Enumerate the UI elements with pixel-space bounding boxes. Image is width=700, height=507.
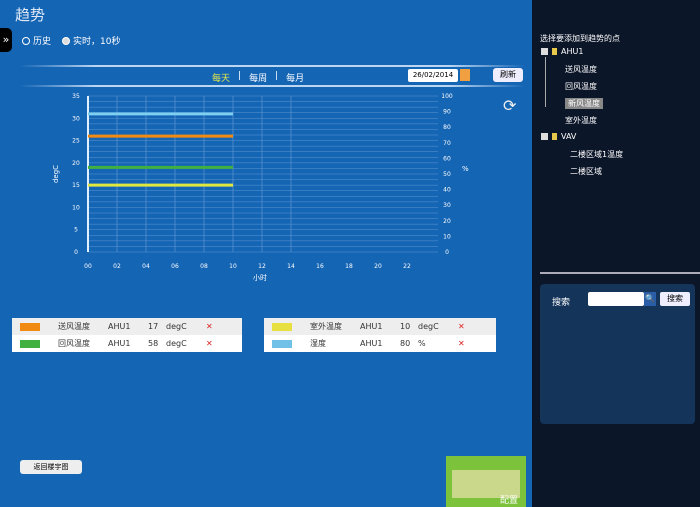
search-input[interactable]	[588, 292, 644, 306]
y-tick-label: 0	[74, 249, 78, 256]
y-tick-label: 15	[72, 182, 80, 189]
y2-axis-label: %	[462, 165, 469, 173]
tree-item[interactable]: 二楼区域1温度	[570, 150, 624, 159]
legend-right: 室外温度 AHU1 10 degC ✕ 湿度 AHU1 80% ✕	[264, 318, 496, 352]
divider	[20, 65, 525, 67]
reload-icon[interactable]: ⟳	[503, 96, 517, 115]
radio-history[interactable]: 历史	[22, 34, 51, 47]
page-title: 趋势	[15, 6, 46, 24]
back-to-building-button[interactable]: 返回楼宇图	[20, 460, 82, 474]
x-tick-label: 14	[287, 263, 295, 270]
tab-week[interactable]: 每周	[249, 74, 268, 84]
trend-chart: 00 02 04 06 08 10 12 14 16 18 20 22 0 5 10 15 20 25 30 35 0 1…	[52, 93, 469, 282]
legend-row: 送风温度 AHU1 17 degC ✕	[12, 318, 242, 335]
y-axis-label: degC	[52, 165, 60, 183]
y-tick-label: 35	[72, 93, 80, 100]
search-button[interactable]: 搜索	[660, 292, 690, 306]
tree-line	[545, 57, 546, 107]
remove-icon[interactable]: ✕	[458, 322, 465, 331]
search-panel: 搜索 🔍 搜索	[540, 284, 695, 424]
y2-tick-label: 40	[443, 187, 451, 194]
y-tick-label: 30	[72, 115, 80, 122]
y2-tick-label: 90	[443, 109, 451, 116]
legend-row: 回风温度 AHU1 58 degC ✕	[12, 335, 242, 352]
trend-main: 趋势 » 历史 实时，10秒 每天 | 每周 | 每月 26/02/2014 刷新 …	[0, 0, 532, 507]
color-swatch	[272, 339, 292, 348]
color-swatch	[20, 339, 40, 348]
color-swatch	[20, 322, 40, 331]
y2-tick-label: 50	[443, 171, 451, 178]
tree-item[interactable]: 回风温度	[565, 82, 597, 91]
y2-tick-label: 60	[443, 155, 451, 162]
tree-item[interactable]: 二楼区域	[570, 167, 602, 176]
remove-icon[interactable]: ✕	[206, 322, 213, 331]
y2-tick-label: 100	[441, 93, 453, 100]
y2-tick-label: 10	[443, 233, 451, 240]
remove-icon[interactable]: ✕	[458, 339, 465, 348]
y2-tick-label: 70	[443, 140, 451, 147]
x-tick-label: 10	[229, 263, 237, 270]
sidebar-title: 选择要添加到趋势的点	[540, 34, 620, 43]
tree-group-ahu1[interactable]: AHU1	[541, 47, 583, 56]
legend-left: 送风温度 AHU1 17 degC ✕ 回风温度 AHU1 58 degC ✕	[12, 318, 242, 352]
x-tick-label: 00	[84, 263, 92, 270]
x-tick-label: 16	[316, 263, 324, 270]
y2-tick-label: 0	[445, 249, 449, 256]
tab-month[interactable]: 每月	[286, 74, 305, 84]
radio-icon	[62, 36, 70, 45]
tab-day[interactable]: 每天	[212, 74, 231, 84]
config-button[interactable]: 配置	[446, 456, 526, 507]
tree-item[interactable]: 室外温度	[565, 116, 597, 125]
x-tick-label: 12	[258, 263, 266, 270]
map-thumbnail-icon	[452, 470, 520, 498]
radio-icon	[22, 36, 30, 45]
calendar-icon[interactable]	[460, 69, 470, 81]
divider	[20, 85, 525, 87]
period-tabs: 每天 | 每周 | 每月	[212, 71, 305, 84]
x-axis-label: 小时	[253, 273, 267, 282]
tree-item-selected[interactable]: 新风温度	[565, 98, 603, 109]
x-tick-label: 04	[142, 263, 150, 270]
y-tick-label: 5	[74, 227, 78, 234]
color-swatch	[272, 322, 292, 331]
x-tick-label: 22	[403, 263, 411, 270]
expand-icon[interactable]: »	[0, 28, 12, 52]
y-tick-label: 10	[72, 204, 80, 211]
x-tick-label: 20	[374, 263, 382, 270]
collapse-icon[interactable]	[541, 48, 548, 55]
radio-realtime[interactable]: 实时，10秒	[62, 34, 120, 47]
folder-icon	[552, 133, 557, 140]
y2-tick-label: 80	[443, 124, 451, 131]
y-tick-label: 20	[72, 160, 80, 167]
x-tick-label: 06	[171, 263, 179, 270]
legend-row: 室外温度 AHU1 10 degC ✕	[264, 318, 496, 335]
y2-tick-label: 30	[443, 202, 451, 209]
x-tick-label: 02	[113, 263, 121, 270]
tree-item[interactable]: 送风温度	[565, 65, 597, 74]
x-tick-label: 18	[345, 263, 353, 270]
legend-row: 湿度 AHU1 80% ✕	[264, 335, 496, 352]
remove-icon[interactable]: ✕	[206, 339, 213, 348]
refresh-button[interactable]: 刷新	[493, 68, 523, 82]
tree-group-vav[interactable]: VAV	[541, 132, 576, 141]
y2-tick-label: 20	[443, 218, 451, 225]
divider	[540, 272, 700, 274]
collapse-icon[interactable]	[541, 133, 548, 140]
search-icon[interactable]: 🔍	[644, 292, 656, 306]
x-tick-label: 08	[200, 263, 208, 270]
y-tick-label: 25	[72, 138, 80, 145]
folder-icon	[552, 48, 557, 55]
date-input[interactable]: 26/02/2014	[408, 69, 458, 82]
